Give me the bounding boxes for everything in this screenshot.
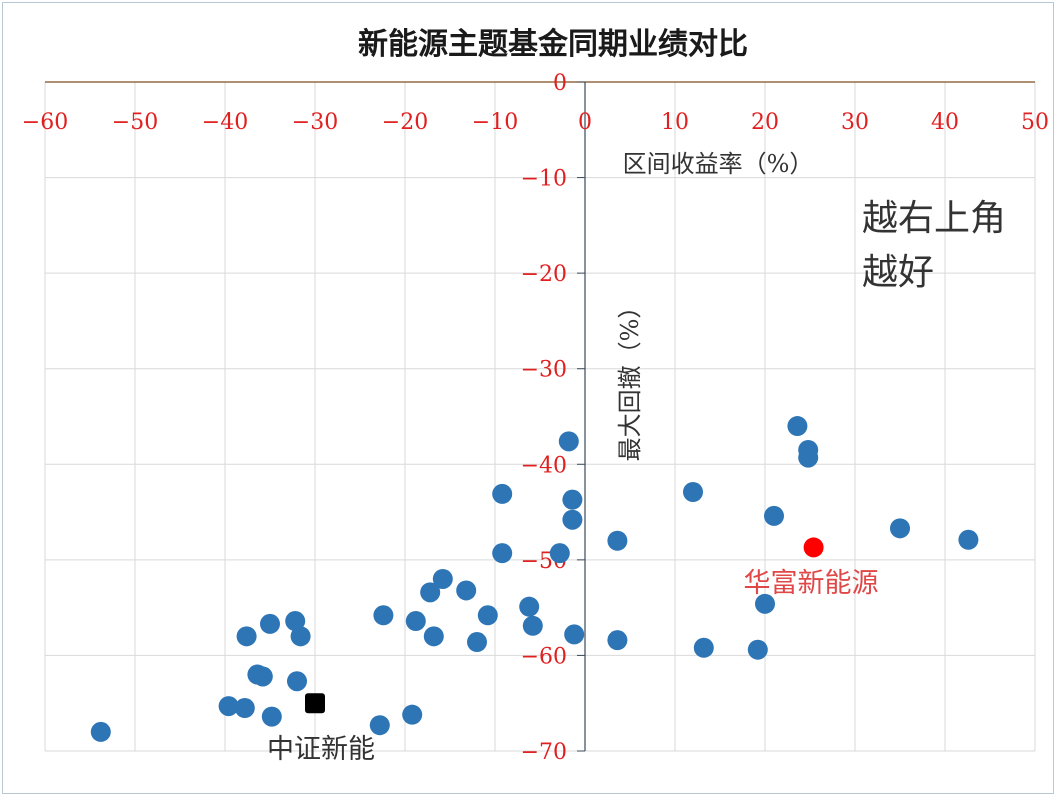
y-tick-label: −40 xyxy=(521,453,567,478)
benchmark-point xyxy=(305,693,325,714)
axes xyxy=(45,81,1035,752)
y-tick-label: −70 xyxy=(521,740,567,765)
x-tick-label: −20 xyxy=(382,110,428,135)
fund-point xyxy=(798,447,819,468)
x-tick-label: −40 xyxy=(202,110,248,135)
y-axis-label: 最大回撤（%） xyxy=(616,295,644,462)
fund-point xyxy=(420,582,441,603)
x-tick-label: 20 xyxy=(751,110,779,135)
fund-point xyxy=(477,605,498,626)
annotation-line-1: 越右上角 xyxy=(862,198,1006,239)
y-tick-label: −20 xyxy=(521,262,567,287)
fund-point xyxy=(369,715,390,736)
data-points xyxy=(90,416,979,742)
fund-point xyxy=(558,431,579,452)
chart-title: 新能源主题基金同期业绩对比 xyxy=(358,27,748,62)
y-tick-labels: 0−10−20−30−40−50−60−70 xyxy=(521,71,567,765)
fund-point xyxy=(260,613,280,634)
fund-point xyxy=(432,568,453,589)
fund-point xyxy=(607,630,628,651)
fund-point xyxy=(467,632,487,653)
fund-point xyxy=(564,624,585,645)
fund-point xyxy=(261,706,282,727)
fund-point xyxy=(290,626,311,647)
fund-point xyxy=(492,543,513,564)
fund-point xyxy=(423,626,444,647)
fund-point xyxy=(562,509,583,530)
fund-point xyxy=(519,596,540,617)
x-tick-label: −10 xyxy=(472,110,518,135)
fund-point xyxy=(607,530,628,551)
x-tick-label: −60 xyxy=(22,110,68,135)
grid-lines xyxy=(44,82,1036,752)
x-tick-label: 40 xyxy=(931,110,959,135)
y-tick-label: 0 xyxy=(553,71,567,96)
highlight-point xyxy=(803,537,824,558)
fund-point xyxy=(522,615,543,636)
fund-point xyxy=(562,489,583,510)
fund-point xyxy=(236,626,257,647)
fund-point xyxy=(285,611,306,632)
fund-point xyxy=(890,518,910,539)
fund-point xyxy=(787,416,808,437)
y-tick-label: −30 xyxy=(521,358,567,383)
x-tick-label: 0 xyxy=(578,110,592,135)
y-tick-label: −60 xyxy=(521,644,567,669)
fund-point xyxy=(755,593,775,614)
annotation-line-2: 越好 xyxy=(862,252,934,293)
fund-point xyxy=(492,483,513,504)
fund-point xyxy=(747,639,768,660)
fund-point xyxy=(958,529,979,550)
fund-point xyxy=(373,605,394,626)
fund-point xyxy=(287,671,307,692)
highlight-label-huafu: 华富新能源 xyxy=(744,568,879,599)
x-tick-label: −50 xyxy=(112,110,158,135)
benchmark-label-csi: 中证新能 xyxy=(267,734,375,765)
fund-point xyxy=(693,637,714,658)
fund-point xyxy=(402,704,423,725)
x-tick-label: 10 xyxy=(661,110,689,135)
fund-point xyxy=(252,666,273,687)
fund-point xyxy=(218,696,239,717)
x-tick-label: 50 xyxy=(1021,110,1049,135)
x-tick-label: 30 xyxy=(841,110,869,135)
fund-point xyxy=(90,721,111,742)
fund-point xyxy=(234,697,255,718)
fund-point xyxy=(405,611,426,632)
fund-point xyxy=(456,580,477,601)
fund-point xyxy=(683,482,703,503)
y-tick-label: −10 xyxy=(521,167,567,192)
fund-point xyxy=(549,543,570,564)
x-tick-labels: −60 −50 −40 −30 −20 −10 0 10 20 30 40 50 xyxy=(22,110,1049,135)
x-tick-label: −30 xyxy=(292,110,338,135)
x-axis-label: 区间收益率（%） xyxy=(623,150,814,178)
fund-point xyxy=(764,505,784,526)
